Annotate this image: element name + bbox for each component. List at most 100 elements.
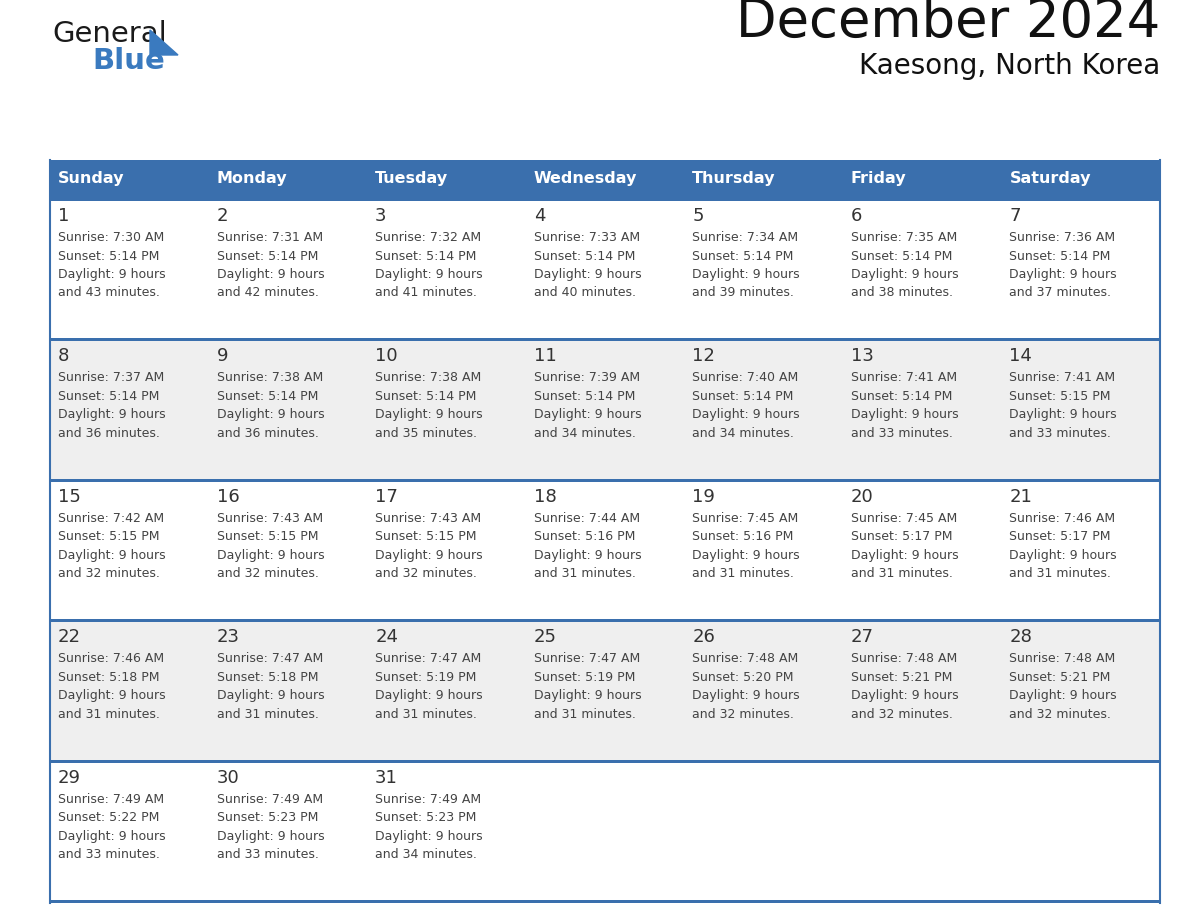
Text: 27: 27 bbox=[851, 628, 874, 646]
Text: and 37 minutes.: and 37 minutes. bbox=[1010, 286, 1112, 299]
Text: 17: 17 bbox=[375, 487, 398, 506]
Text: 3: 3 bbox=[375, 207, 386, 225]
Text: and 33 minutes.: and 33 minutes. bbox=[1010, 427, 1111, 440]
Text: 31: 31 bbox=[375, 768, 398, 787]
Text: Friday: Friday bbox=[851, 172, 906, 186]
Text: Tuesday: Tuesday bbox=[375, 172, 448, 186]
Bar bbox=[367, 160, 526, 198]
Text: Sunset: 5:17 PM: Sunset: 5:17 PM bbox=[851, 531, 953, 543]
Text: Sunrise: 7:44 AM: Sunrise: 7:44 AM bbox=[533, 512, 640, 525]
Text: 16: 16 bbox=[216, 487, 239, 506]
Text: Daylight: 9 hours: Daylight: 9 hours bbox=[533, 549, 642, 562]
Bar bbox=[50, 339, 1159, 341]
Text: Daylight: 9 hours: Daylight: 9 hours bbox=[58, 689, 165, 702]
Text: and 31 minutes.: and 31 minutes. bbox=[851, 567, 953, 580]
Text: 12: 12 bbox=[693, 347, 715, 365]
Text: Daylight: 9 hours: Daylight: 9 hours bbox=[375, 409, 482, 421]
Text: Sunset: 5:15 PM: Sunset: 5:15 PM bbox=[216, 531, 318, 543]
Text: 30: 30 bbox=[216, 768, 239, 787]
Text: Daylight: 9 hours: Daylight: 9 hours bbox=[851, 689, 959, 702]
Text: and 33 minutes.: and 33 minutes. bbox=[216, 848, 318, 861]
Text: Sunrise: 7:38 AM: Sunrise: 7:38 AM bbox=[375, 372, 481, 385]
Bar bbox=[684, 160, 842, 198]
Text: 13: 13 bbox=[851, 347, 873, 365]
Text: Daylight: 9 hours: Daylight: 9 hours bbox=[851, 549, 959, 562]
Text: 19: 19 bbox=[693, 487, 715, 506]
Text: Sunrise: 7:47 AM: Sunrise: 7:47 AM bbox=[375, 652, 481, 666]
Text: and 33 minutes.: and 33 minutes. bbox=[851, 427, 953, 440]
Text: Sunrise: 7:46 AM: Sunrise: 7:46 AM bbox=[58, 652, 164, 666]
Text: 11: 11 bbox=[533, 347, 556, 365]
Text: Sunset: 5:23 PM: Sunset: 5:23 PM bbox=[216, 812, 318, 824]
Text: Sunset: 5:14 PM: Sunset: 5:14 PM bbox=[851, 390, 953, 403]
Text: Daylight: 9 hours: Daylight: 9 hours bbox=[58, 549, 165, 562]
Text: Daylight: 9 hours: Daylight: 9 hours bbox=[58, 409, 165, 421]
Text: and 32 minutes.: and 32 minutes. bbox=[1010, 708, 1111, 721]
Text: and 36 minutes.: and 36 minutes. bbox=[216, 427, 318, 440]
Bar bbox=[50, 759, 1159, 763]
Text: Sunset: 5:14 PM: Sunset: 5:14 PM bbox=[375, 250, 476, 263]
Text: Sunset: 5:15 PM: Sunset: 5:15 PM bbox=[375, 531, 476, 543]
Text: Daylight: 9 hours: Daylight: 9 hours bbox=[533, 268, 642, 281]
Text: Daylight: 9 hours: Daylight: 9 hours bbox=[375, 549, 482, 562]
Text: General: General bbox=[52, 20, 166, 48]
Text: and 43 minutes.: and 43 minutes. bbox=[58, 286, 160, 299]
Text: Sunrise: 7:48 AM: Sunrise: 7:48 AM bbox=[851, 652, 958, 666]
Text: December 2024: December 2024 bbox=[735, 0, 1159, 48]
Text: Sunrise: 7:30 AM: Sunrise: 7:30 AM bbox=[58, 231, 164, 244]
Text: Daylight: 9 hours: Daylight: 9 hours bbox=[216, 409, 324, 421]
Text: and 32 minutes.: and 32 minutes. bbox=[375, 567, 478, 580]
Text: and 31 minutes.: and 31 minutes. bbox=[58, 708, 160, 721]
Bar bbox=[50, 482, 1159, 620]
Text: Sunrise: 7:40 AM: Sunrise: 7:40 AM bbox=[693, 372, 798, 385]
Text: Sunrise: 7:35 AM: Sunrise: 7:35 AM bbox=[851, 231, 958, 244]
Text: Daylight: 9 hours: Daylight: 9 hours bbox=[375, 268, 482, 281]
Text: Daylight: 9 hours: Daylight: 9 hours bbox=[1010, 689, 1117, 702]
Text: Sunrise: 7:38 AM: Sunrise: 7:38 AM bbox=[216, 372, 323, 385]
Text: 28: 28 bbox=[1010, 628, 1032, 646]
Text: Sunrise: 7:31 AM: Sunrise: 7:31 AM bbox=[216, 231, 323, 244]
Text: Sunrise: 7:47 AM: Sunrise: 7:47 AM bbox=[533, 652, 640, 666]
Text: Sunrise: 7:48 AM: Sunrise: 7:48 AM bbox=[693, 652, 798, 666]
Text: and 31 minutes.: and 31 minutes. bbox=[533, 708, 636, 721]
Text: Daylight: 9 hours: Daylight: 9 hours bbox=[1010, 409, 1117, 421]
Text: Wednesday: Wednesday bbox=[533, 172, 637, 186]
Text: Sunset: 5:20 PM: Sunset: 5:20 PM bbox=[693, 671, 794, 684]
Text: and 39 minutes.: and 39 minutes. bbox=[693, 286, 794, 299]
Text: 20: 20 bbox=[851, 487, 873, 506]
Text: Blue: Blue bbox=[91, 47, 165, 75]
Text: Saturday: Saturday bbox=[1010, 172, 1091, 186]
Text: Sunrise: 7:47 AM: Sunrise: 7:47 AM bbox=[216, 652, 323, 666]
Text: Daylight: 9 hours: Daylight: 9 hours bbox=[693, 409, 800, 421]
Text: Sunset: 5:14 PM: Sunset: 5:14 PM bbox=[58, 250, 159, 263]
Text: 25: 25 bbox=[533, 628, 557, 646]
Text: Sunrise: 7:49 AM: Sunrise: 7:49 AM bbox=[58, 792, 164, 806]
Bar bbox=[209, 160, 367, 198]
Text: Daylight: 9 hours: Daylight: 9 hours bbox=[693, 689, 800, 702]
Text: Daylight: 9 hours: Daylight: 9 hours bbox=[216, 830, 324, 843]
Text: and 34 minutes.: and 34 minutes. bbox=[375, 848, 478, 861]
Text: 7: 7 bbox=[1010, 207, 1020, 225]
Text: Sunrise: 7:42 AM: Sunrise: 7:42 AM bbox=[58, 512, 164, 525]
Text: and 33 minutes.: and 33 minutes. bbox=[58, 848, 160, 861]
Text: and 34 minutes.: and 34 minutes. bbox=[533, 427, 636, 440]
Text: 6: 6 bbox=[851, 207, 862, 225]
Bar bbox=[50, 160, 209, 198]
Polygon shape bbox=[150, 30, 178, 55]
Bar bbox=[50, 479, 1159, 482]
Text: and 32 minutes.: and 32 minutes. bbox=[693, 708, 794, 721]
Text: Daylight: 9 hours: Daylight: 9 hours bbox=[216, 549, 324, 562]
Text: Kaesong, North Korea: Kaesong, North Korea bbox=[859, 52, 1159, 80]
Text: Daylight: 9 hours: Daylight: 9 hours bbox=[375, 830, 482, 843]
Text: 23: 23 bbox=[216, 628, 240, 646]
Text: Daylight: 9 hours: Daylight: 9 hours bbox=[851, 268, 959, 281]
Text: Sunset: 5:15 PM: Sunset: 5:15 PM bbox=[1010, 390, 1111, 403]
Text: and 35 minutes.: and 35 minutes. bbox=[375, 427, 478, 440]
Text: 1: 1 bbox=[58, 207, 69, 225]
Text: Daylight: 9 hours: Daylight: 9 hours bbox=[1010, 268, 1117, 281]
Text: 21: 21 bbox=[1010, 487, 1032, 506]
Text: Daylight: 9 hours: Daylight: 9 hours bbox=[533, 409, 642, 421]
Text: Sunset: 5:18 PM: Sunset: 5:18 PM bbox=[216, 671, 318, 684]
Text: Sunrise: 7:37 AM: Sunrise: 7:37 AM bbox=[58, 372, 164, 385]
Text: Sunset: 5:14 PM: Sunset: 5:14 PM bbox=[1010, 250, 1111, 263]
